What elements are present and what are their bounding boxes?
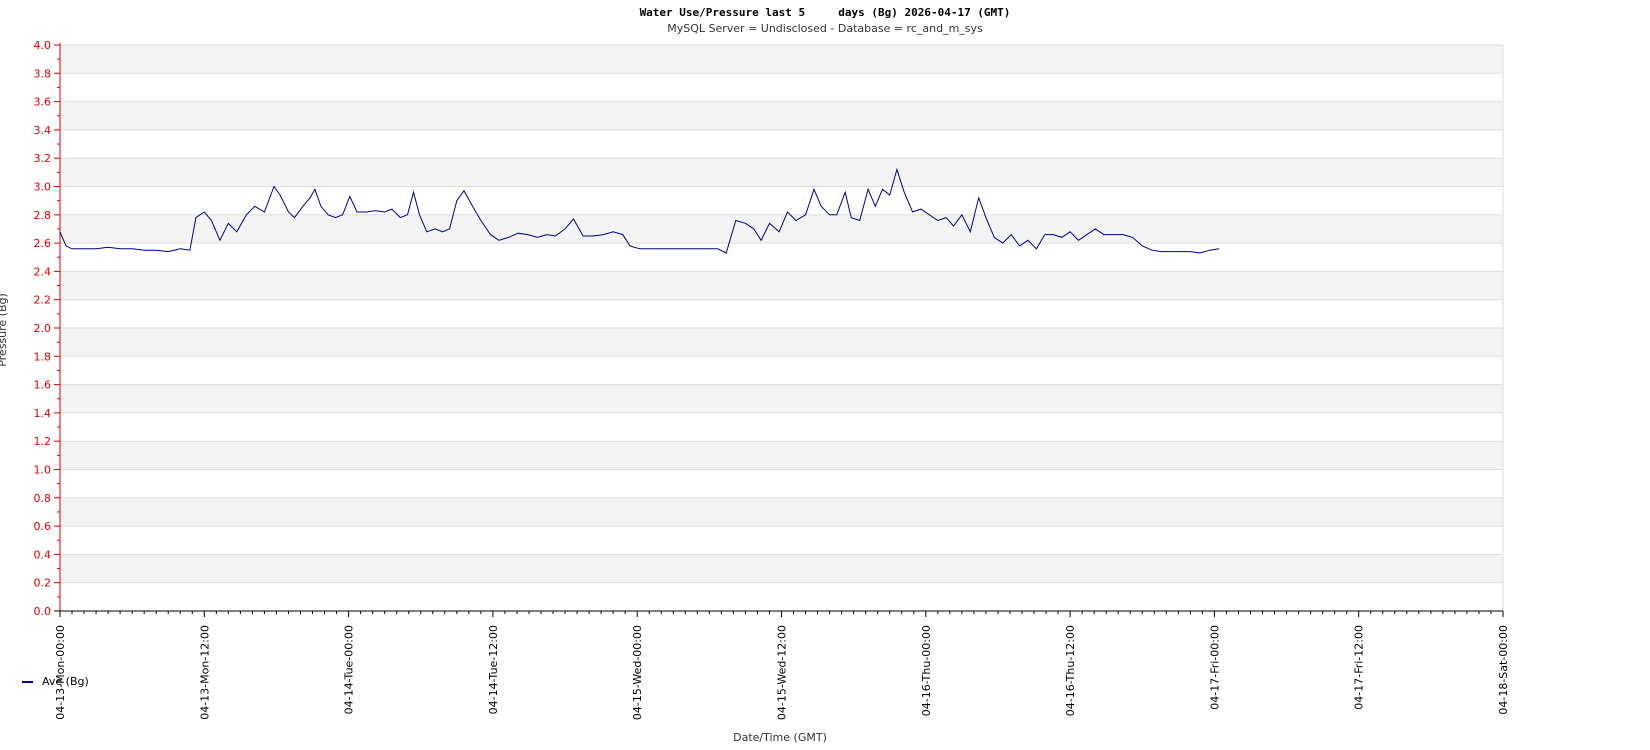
grid-band <box>60 158 1503 187</box>
x-tick-label: 04-15-Wed-00:00 <box>631 625 644 720</box>
y-tick-label: 3.0 <box>34 181 52 194</box>
y-tick-label: 1.8 <box>34 350 52 363</box>
y-tick-label: 3.8 <box>34 67 52 80</box>
grid-band <box>60 271 1503 300</box>
x-tick-label: 04-14-Tue-12:00 <box>487 625 500 714</box>
y-tick-label: 4.0 <box>34 39 52 52</box>
y-tick-label: 2.0 <box>34 322 52 335</box>
y-tick-label: 2.8 <box>34 209 52 222</box>
y-tick-label: 0.2 <box>34 577 52 590</box>
grid-band <box>60 412 1503 442</box>
x-tick-label: 04-13-Mon-00:00 <box>54 625 67 720</box>
x-tick-label: 04-17-Fri-12:00 <box>1353 625 1366 710</box>
grid-band <box>60 129 1503 159</box>
grid-band <box>60 299 1503 328</box>
x-tick-label: 04-16-Thu-00:00 <box>920 625 933 716</box>
x-tick-label: 04-18-Sat-00:00 <box>1497 625 1510 715</box>
plot-background-bands <box>60 44 1504 612</box>
y-tick-label: 0.4 <box>34 548 52 561</box>
grid-band <box>60 243 1503 272</box>
grid-band <box>60 214 1503 244</box>
chart-subtitle: MySQL Server = Undisclosed - Database = … <box>667 22 983 35</box>
grid-band <box>60 328 1503 357</box>
y-tick-label: 0.6 <box>34 520 52 533</box>
legend: Ave (Bg) <box>22 675 89 688</box>
y-tick-label: 2.2 <box>34 294 52 307</box>
x-tick-label: 04-14-Tue-00:00 <box>343 625 356 714</box>
x-tick-label: 04-13-Mon-12:00 <box>198 625 211 720</box>
grid-band <box>60 554 1503 583</box>
chart-title: Water Use/Pressure last 5 days (Bg) 2026… <box>640 6 1011 19</box>
y-tick-label: 0.0 <box>34 605 52 618</box>
grid-band <box>60 526 1503 555</box>
y-tick-label: 3.6 <box>34 96 52 109</box>
chart-axes: 0.0 0.2 0.4 0.6 0.8 1.0 1.2 1.4 1.6 1.8 2.0 2.2 2.4 2… <box>34 39 1511 720</box>
series-layer <box>59 167 1220 254</box>
y-tick-label: 1.2 <box>34 435 52 448</box>
grid-band <box>60 441 1503 470</box>
y-tick-label: 2.6 <box>34 237 52 250</box>
y-tick-label: 2.4 <box>34 265 52 278</box>
grid-band <box>60 45 1503 74</box>
x-axis-label: Date/Time (GMT) <box>733 731 827 744</box>
grid-band <box>60 101 1503 130</box>
grid-band <box>60 356 1503 385</box>
y-tick-label: 1.0 <box>34 464 52 477</box>
grid-band <box>60 497 1503 527</box>
legend-label: Ave (Bg) <box>42 675 89 688</box>
y-tick-label: 3.4 <box>34 124 52 137</box>
y-tick-label: 1.4 <box>34 407 52 420</box>
x-tick-label: 04-16-Thu-12:00 <box>1064 625 1077 716</box>
y-axis-label: Pressure (Bg) <box>0 293 9 367</box>
grid-band <box>60 384 1503 413</box>
grid-band <box>60 469 1503 498</box>
x-tick-label: 04-17-Fri-00:00 <box>1208 625 1221 710</box>
x-tick-label: 04-15-Wed-12:00 <box>776 625 789 720</box>
y-tick-label: 3.2 <box>34 152 52 165</box>
grid-band <box>60 582 1503 611</box>
y-tick-label: 1.6 <box>34 379 52 392</box>
series-line <box>59 167 1220 254</box>
y-tick-label: 0.8 <box>34 492 52 505</box>
grid-band <box>60 73 1503 102</box>
